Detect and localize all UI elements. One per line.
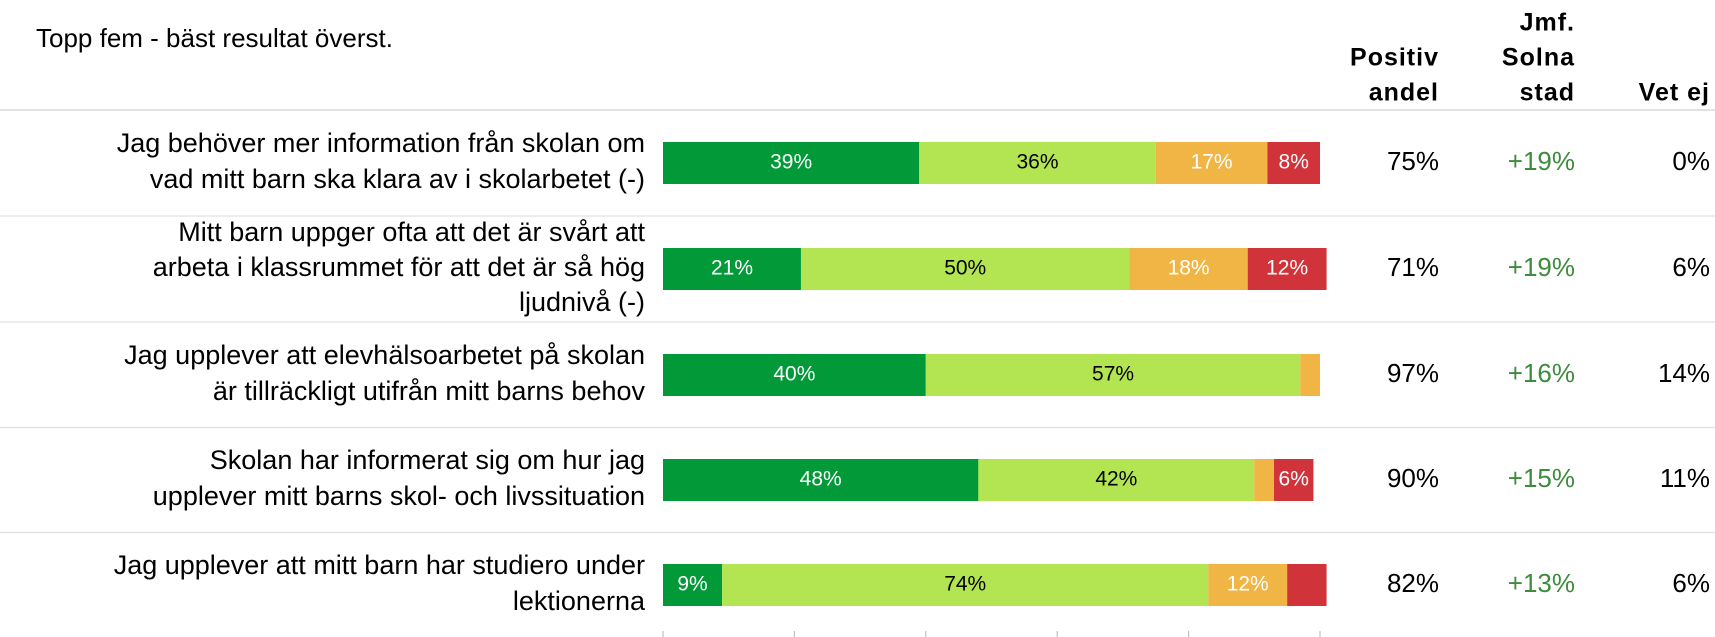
bar-segment [1155,142,1268,184]
bar-segment [1254,459,1275,501]
bar-segment [1247,248,1327,290]
column-value: 14% [1658,358,1710,388]
category-label: Jag upplever att elevhälsoarbetet på sko… [124,340,645,370]
bar-segment [1208,564,1288,606]
column-value: +16% [1508,358,1575,388]
bar-segment [663,459,979,501]
bar-segment [663,354,926,396]
bar-value-label: 39% [770,151,812,174]
column-value: 82% [1387,568,1439,598]
bar-segment [1300,354,1320,396]
bar-value-label: 12% [1266,257,1308,280]
column-value: 11% [1660,463,1710,493]
bar-value-label: 42% [1095,468,1137,491]
bar-value-label: 40% [773,363,815,386]
category-label: arbeta i klassrummet för att det är så h… [153,252,645,282]
bar-value-label: 48% [800,468,842,491]
category-label: Skolan har informerat sig om hur jag [210,445,645,475]
bar-segment [722,564,1209,606]
category-label: lektionerna [513,586,646,616]
column-value: 0% [1672,146,1710,176]
category-label: Jag upplever att mitt barn har studiero … [114,550,645,580]
category-label: är tillräckligt utifrån mitt barns behov [213,376,646,406]
bar-segment [663,248,801,290]
bar-segment [663,564,723,606]
bar-segment [1287,564,1327,606]
column-header: Vet ej [1639,79,1710,107]
bar-value-label: 18% [1168,257,1210,280]
category-label: ljudnivå (-) [519,287,645,317]
bar-value-label: 74% [944,573,986,596]
bar-value-label: 21% [711,257,753,280]
column-value: 6% [1672,568,1710,598]
bar-value-label: 57% [1092,363,1134,386]
column-value: 97% [1387,358,1439,388]
column-value: 75% [1387,146,1439,176]
bar-value-label: 9% [677,573,707,596]
bar-segment [1274,459,1314,501]
column-value: 90% [1387,463,1439,493]
column-header: Jmf. [1520,9,1575,37]
column-header: andel [1369,79,1439,107]
bar-segment [925,354,1301,396]
bar-value-label: 17% [1191,151,1233,174]
bar-value-label: 50% [944,257,986,280]
bar-value-label: 8% [1279,151,1309,174]
column-header: stad [1520,79,1575,107]
bar-value-label: 12% [1227,573,1269,596]
column-header: Positiv [1350,44,1439,72]
column-value: +19% [1508,146,1575,176]
bar-segment [1129,248,1248,290]
bar-segment [978,459,1255,501]
category-label: Jag behöver mer information från skolan … [117,128,645,158]
category-label: Mitt barn uppger ofta att det är svårt a… [178,217,645,247]
category-label: vad mitt barn ska klara av i skolarbetet… [150,164,645,194]
bar-segment [919,142,1156,184]
column-value: +19% [1508,252,1575,282]
column-value: +15% [1508,463,1575,493]
bar-segment [1267,142,1320,184]
column-value: 71% [1387,252,1439,282]
category-label: upplever mitt barns skol- och livssituat… [153,481,645,511]
column-value: +13% [1508,568,1575,598]
bar-value-label: 6% [1279,468,1309,491]
column-value: 6% [1672,252,1710,282]
column-header: Solna [1502,44,1575,72]
bar-segment [800,248,1130,290]
bar-value-label: 36% [1016,151,1058,174]
chart-title: Topp fem - bäst resultat överst. [36,23,393,53]
bar-segment [663,142,920,184]
